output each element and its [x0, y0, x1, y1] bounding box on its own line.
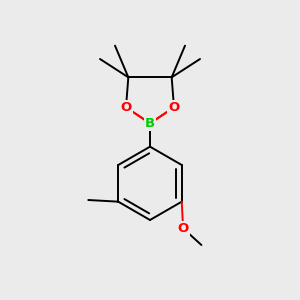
Text: O: O [178, 222, 189, 235]
Text: O: O [168, 101, 180, 114]
Text: O: O [120, 101, 132, 114]
Text: B: B [145, 117, 155, 130]
